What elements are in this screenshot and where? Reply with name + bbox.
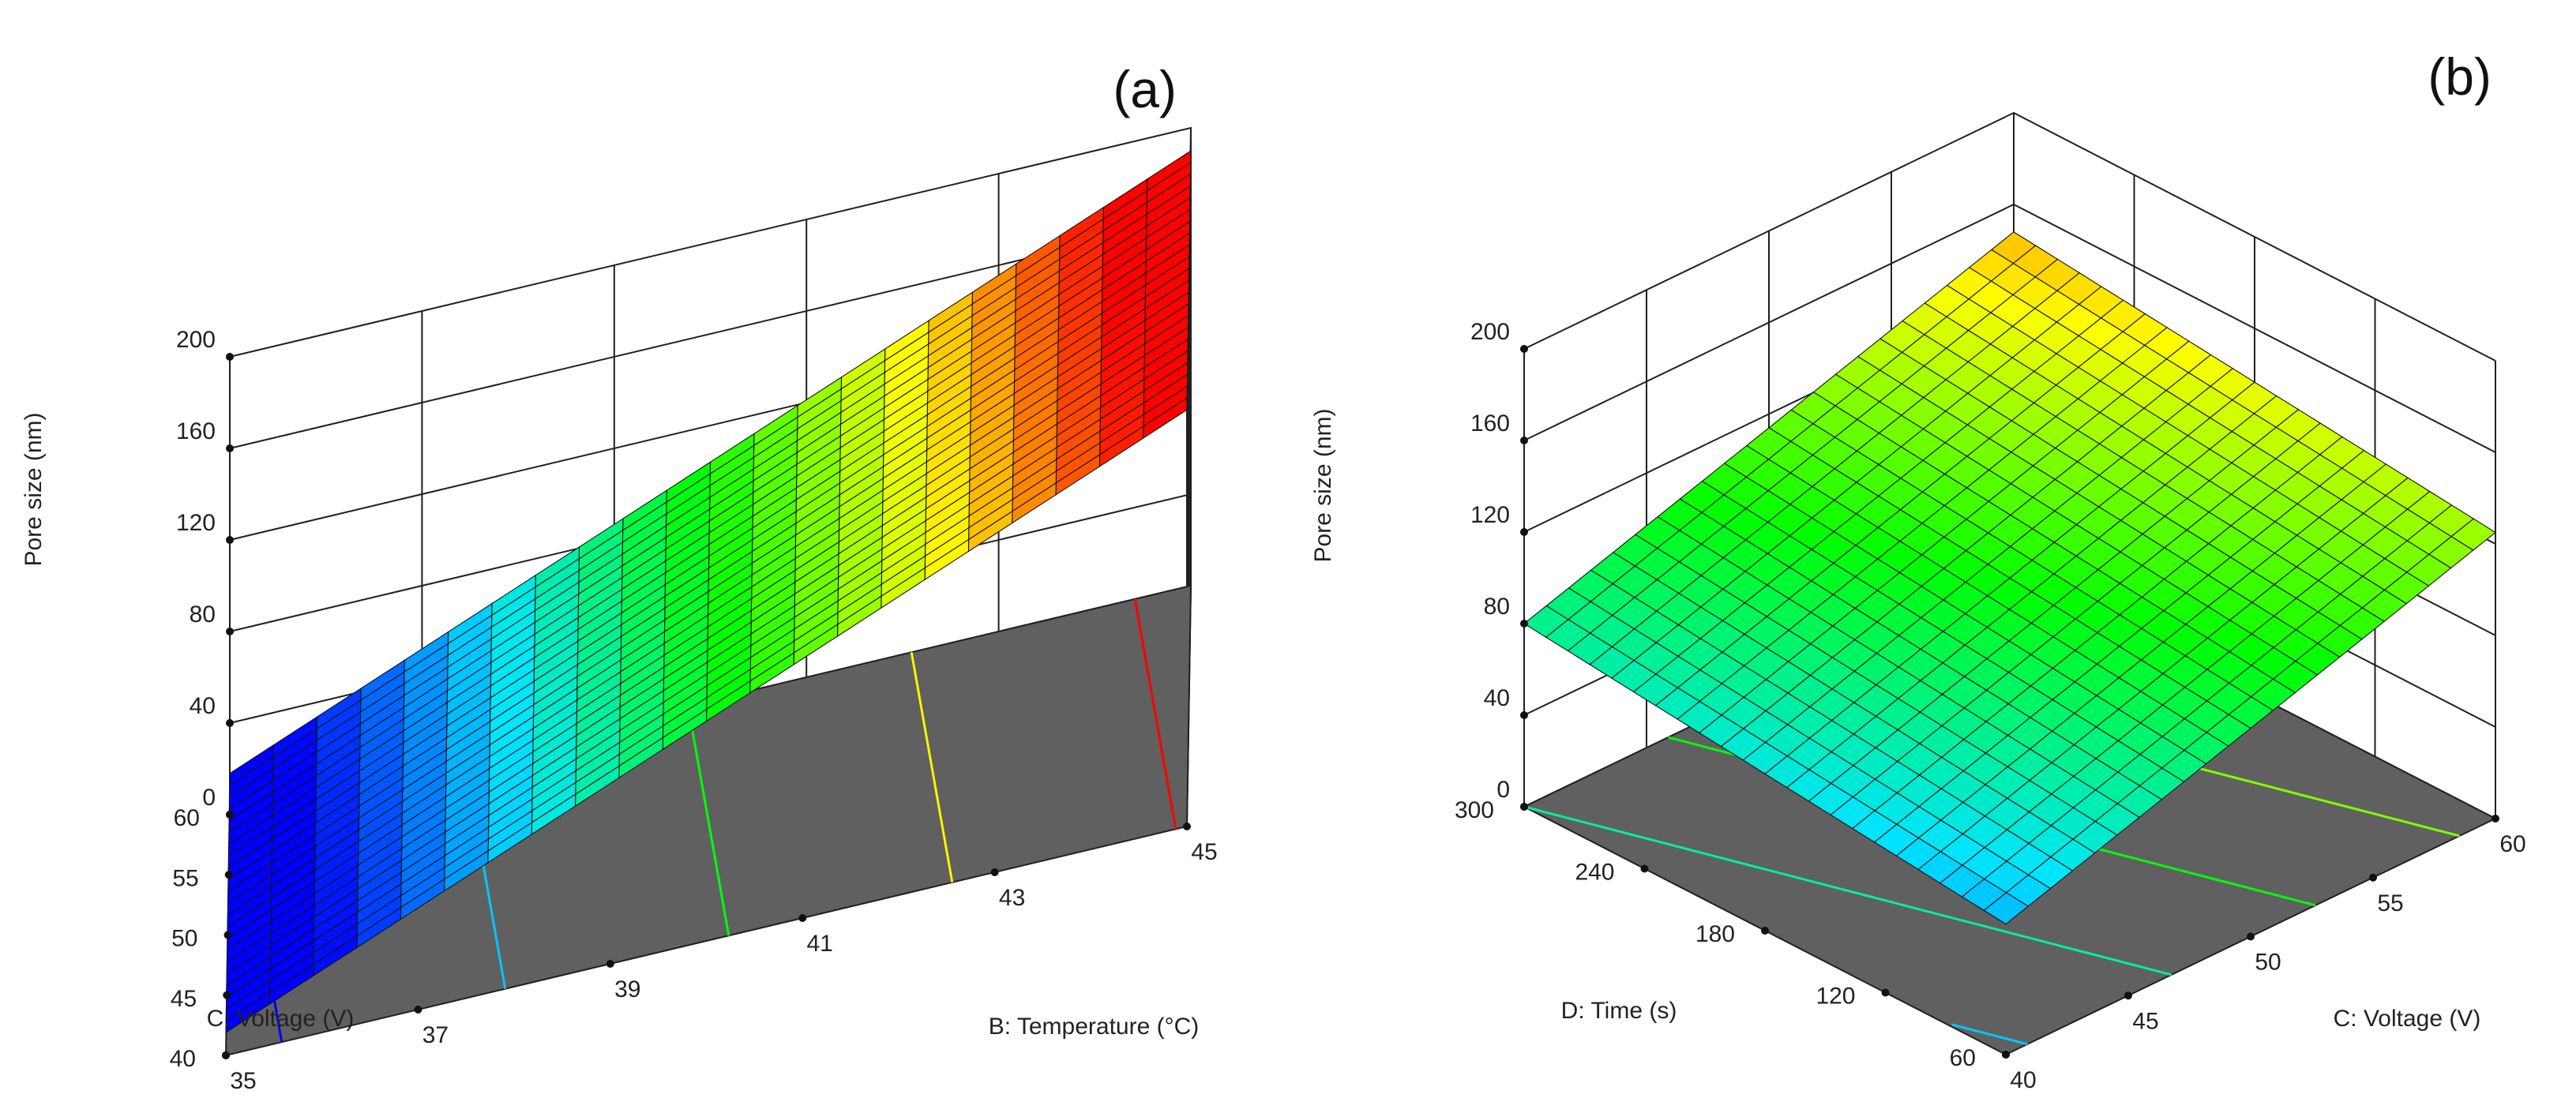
z-axis-title: Pore size (nm): [1310, 408, 1336, 562]
x-tick-mark: [2247, 932, 2255, 941]
response-surface: [225, 149, 1192, 1034]
y-tick-mark: [223, 991, 231, 999]
z-tick-label: 120: [176, 510, 216, 536]
floor-contour: [1951, 1023, 2028, 1046]
y-axis-title: C: Voltage (V): [207, 1006, 355, 1032]
x-tick-label: 50: [2255, 950, 2281, 976]
y-tick-mark: [222, 1051, 230, 1059]
y-tick-label: 50: [171, 926, 197, 952]
y-tick-mark: [1640, 864, 1649, 873]
x-tick-label: 43: [999, 885, 1025, 911]
x-tick-label: 45: [2132, 1008, 2158, 1034]
z-axis-title: Pore size (nm): [21, 412, 47, 566]
x-tick-label: 35: [230, 1068, 256, 1094]
x-tick-mark: [1183, 823, 1191, 830]
x-tick-mark: [2369, 873, 2377, 882]
y-tick-label: 120: [1816, 984, 1855, 1010]
x-tick-label: 41: [807, 931, 833, 957]
x-axis-title: B: Temperature (°C): [989, 1014, 1200, 1040]
z-tick-mark: [1520, 437, 1528, 444]
z-tick-label: 80: [190, 601, 216, 628]
x-tick-label: 37: [422, 1022, 449, 1048]
floor-contour: [1133, 598, 1177, 830]
z-tick-mark: [1520, 528, 1528, 536]
y-tick-label: 180: [1695, 921, 1735, 947]
y-tick-mark: [1520, 803, 1528, 811]
surface-cell: [1983, 892, 2030, 925]
z-tick-mark: [226, 628, 234, 635]
panel-b: 0 40 80 120 160 200 40 45 50 55 60 60 120 180 240 300 (b…: [1310, 47, 2526, 1093]
y-tick-label: 300: [1455, 797, 1494, 823]
y-tick-mark: [1881, 988, 1890, 997]
z-tick-label: 160: [176, 418, 216, 444]
y-tick-mark: [224, 871, 233, 879]
y-tick-label: 45: [171, 986, 197, 1012]
z-tick-mark: [226, 719, 234, 727]
floor-contour: [1523, 805, 2172, 976]
y-axis-title: D: Time (s): [1561, 998, 1677, 1024]
y-tick-mark: [223, 931, 232, 939]
y-tick-label: 60: [1950, 1045, 1976, 1071]
y-tick-label: 240: [1575, 860, 1614, 886]
z-tick-mark: [226, 444, 234, 452]
z-tick-mark: [226, 353, 234, 361]
x-axis-title: C: Voltage (V): [2334, 1006, 2481, 1032]
z-tick-label: 0: [1496, 777, 1510, 803]
z-tick-label: 200: [1470, 319, 1510, 345]
floor-contour: [686, 705, 730, 936]
floor-contour: [910, 652, 954, 883]
z-tick-label: 200: [176, 327, 216, 353]
z-tick-label: 160: [1470, 410, 1510, 437]
x-tick-label: 39: [614, 976, 640, 1002]
x-tick-mark: [798, 914, 807, 922]
panel-a: 0 40 80 120 160 200 35 37 39 41 43 45 40 45 50 55 60 (a) P…: [21, 60, 1218, 1094]
z-tick-label: 0: [202, 785, 216, 811]
surface-cell: [225, 991, 271, 1034]
x-tick-mark: [990, 868, 999, 876]
x-tick-label: 55: [2377, 890, 2403, 916]
x-tick-mark: [414, 1006, 422, 1014]
y-tick-mark: [226, 811, 234, 819]
x-tick-mark: [2492, 815, 2499, 823]
z-tick-mark: [1520, 620, 1528, 628]
response-surface: [1523, 231, 2496, 925]
z-tick-mark: [226, 536, 234, 544]
y-tick-label: 60: [174, 805, 200, 831]
y-tick-mark: [2002, 1051, 2010, 1059]
x-tick-mark: [2124, 991, 2132, 1000]
panel-label: (a): [1113, 60, 1177, 118]
z-tick-label: 80: [1484, 594, 1510, 620]
x-tick-label: 60: [2499, 831, 2525, 857]
z-tick-mark: [1520, 711, 1528, 719]
x-tick-label: 40: [2010, 1067, 2036, 1093]
z-tick-mark: [1520, 345, 1528, 353]
panel-label: (b): [2428, 47, 2492, 106]
x-tick-label: 45: [1191, 839, 1217, 865]
x-tick-mark: [606, 960, 614, 968]
z-tick-label: 40: [190, 693, 216, 719]
y-tick-mark: [1761, 927, 1769, 935]
y-tick-label: 55: [172, 865, 198, 891]
z-tick-label: 120: [1470, 502, 1510, 528]
y-tick-label: 40: [170, 1046, 196, 1072]
z-tick-label: 40: [1484, 685, 1510, 711]
